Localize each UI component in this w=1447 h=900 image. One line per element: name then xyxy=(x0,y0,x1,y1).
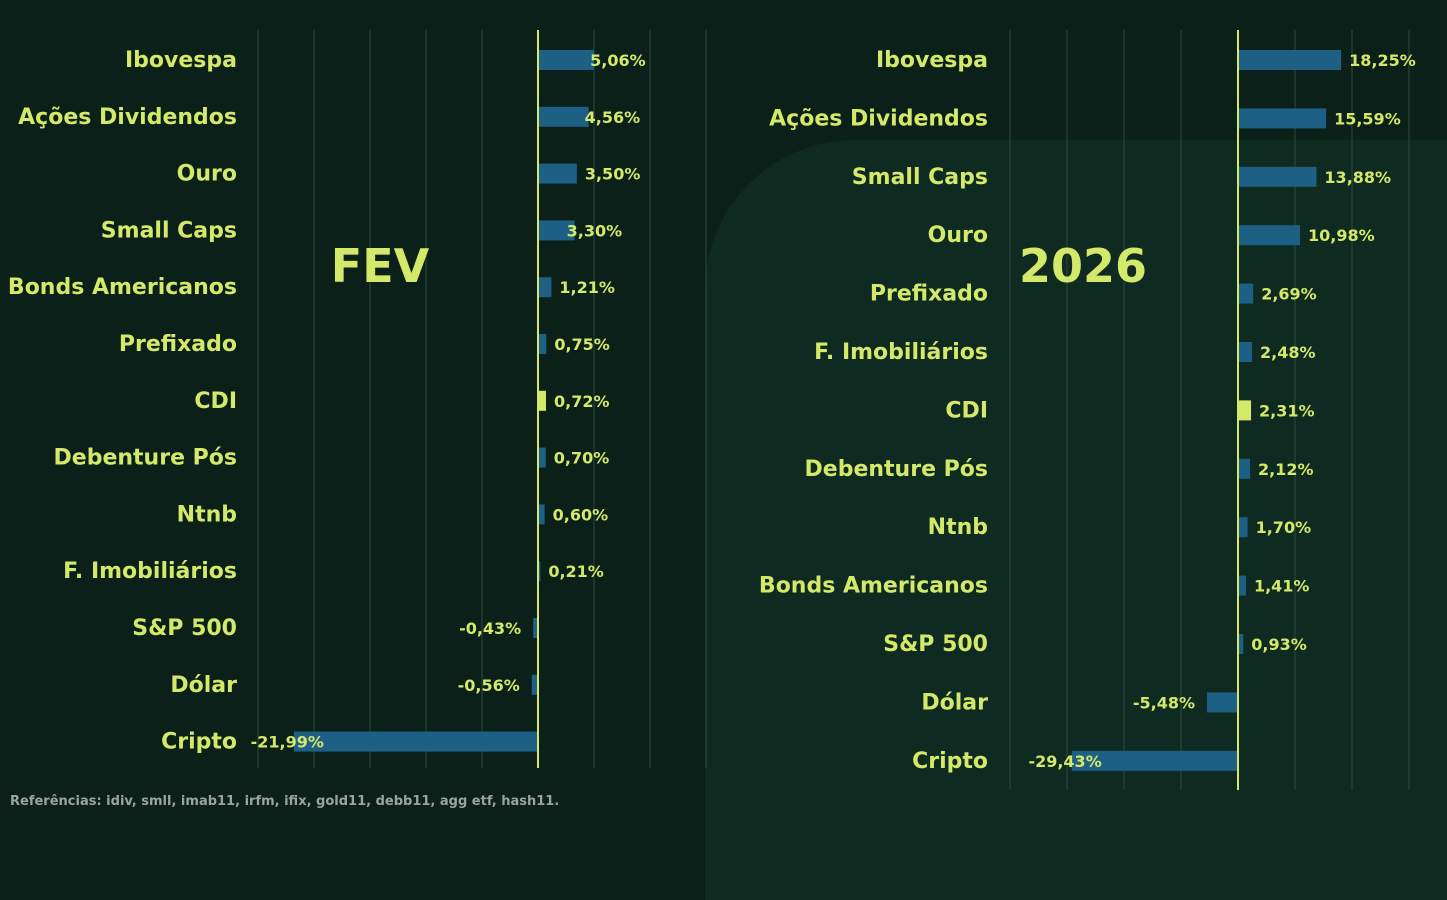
category-label: Ações Dividendos xyxy=(18,105,237,130)
bar xyxy=(1071,750,1238,771)
chart-title: 2026 xyxy=(1019,239,1147,293)
value-label: 3,50% xyxy=(585,165,641,184)
category-label: Dólar xyxy=(170,673,237,698)
charts-canvas: FEV Ibovespa 5,06% Ações Dividendos 4,56% Our… xyxy=(8,30,1416,790)
bar xyxy=(538,447,546,468)
value-label: 1,21% xyxy=(559,278,615,297)
value-label: 18,25% xyxy=(1349,51,1416,70)
value-label: 3,30% xyxy=(567,221,623,240)
category-label: Cripto xyxy=(161,730,237,755)
value-label: 1,70% xyxy=(1256,518,1312,537)
category-label: S&P 500 xyxy=(132,616,237,641)
bar xyxy=(293,731,538,752)
bar xyxy=(1238,225,1301,246)
value-label: 0,21% xyxy=(548,562,604,581)
value-label: 5,06% xyxy=(590,51,646,70)
bar xyxy=(1238,634,1244,654)
chart-panel-1: FEV Ibovespa 5,06% Ações Dividendos 4,56% Our… xyxy=(8,30,707,768)
bar xyxy=(538,277,552,298)
references-footnote: Referências: idiv, smll, imab11, irfm, i… xyxy=(10,794,560,809)
value-label: -29,43% xyxy=(1028,752,1101,771)
bar xyxy=(1238,108,1327,129)
background-shape xyxy=(705,140,1447,900)
bar xyxy=(538,334,547,354)
category-label: Ouro xyxy=(928,223,988,248)
value-label: 13,88% xyxy=(1324,168,1391,187)
chart-panel-2: 2026 Ibovespa 18,25% Ações Dividendos 15,59%… xyxy=(759,30,1416,790)
category-label: Debenture Pós xyxy=(805,457,988,482)
value-label: -5,48% xyxy=(1133,693,1195,712)
value-label: 0,72% xyxy=(554,392,610,411)
bar xyxy=(1238,400,1252,421)
bar xyxy=(538,106,589,127)
category-label: Ibovespa xyxy=(876,48,988,73)
category-label: CDI xyxy=(945,398,988,423)
value-label: 2,31% xyxy=(1259,401,1315,420)
bar xyxy=(538,163,577,184)
category-label: Bonds Americanos xyxy=(759,574,988,599)
bar xyxy=(1238,517,1248,538)
category-label: Prefixado xyxy=(119,332,237,357)
category-label: Debenture Pós xyxy=(54,446,237,471)
category-label: Ações Dividendos xyxy=(769,106,988,131)
bar xyxy=(1238,166,1317,187)
chart-title: FEV xyxy=(331,239,430,293)
category-label: Cripto xyxy=(912,749,988,774)
value-label: 2,12% xyxy=(1258,460,1314,479)
category-label: Small Caps xyxy=(101,218,237,243)
category-label: CDI xyxy=(194,389,237,414)
bar xyxy=(1238,575,1246,596)
category-label: Ntnb xyxy=(928,515,988,540)
category-label: F. Imobiliários xyxy=(814,340,988,365)
value-label: 0,60% xyxy=(553,505,609,524)
category-label: Ibovespa xyxy=(125,48,237,73)
bar xyxy=(533,618,538,638)
bar xyxy=(1238,458,1250,479)
value-label: 4,56% xyxy=(585,108,641,127)
bar xyxy=(538,561,541,582)
bar xyxy=(1238,50,1342,70)
value-label: 2,69% xyxy=(1261,285,1317,304)
category-label: Bonds Americanos xyxy=(8,275,237,300)
bar xyxy=(1207,692,1238,713)
category-label: Prefixado xyxy=(870,282,988,307)
category-label: F. Imobiliários xyxy=(63,559,237,584)
value-label: -21,99% xyxy=(251,733,324,752)
value-label: -0,56% xyxy=(458,676,520,695)
category-label: S&P 500 xyxy=(883,632,988,657)
value-label: 10,98% xyxy=(1308,226,1375,245)
category-label: Small Caps xyxy=(852,165,988,190)
bar xyxy=(538,220,575,241)
category-label: Ntnb xyxy=(177,502,237,527)
value-label: 0,75% xyxy=(554,335,610,354)
bar xyxy=(1238,342,1253,362)
category-label: Ouro xyxy=(177,162,237,187)
value-label: 0,70% xyxy=(554,449,610,468)
bar xyxy=(538,390,546,411)
bar xyxy=(538,50,595,70)
value-label: -0,43% xyxy=(459,619,521,638)
bar xyxy=(1238,283,1254,304)
bar xyxy=(538,504,545,525)
category-label: Dólar xyxy=(921,690,988,715)
value-label: 2,48% xyxy=(1260,343,1316,362)
bar xyxy=(531,674,538,695)
value-label: 0,93% xyxy=(1251,635,1307,654)
value-label: 15,59% xyxy=(1334,109,1401,128)
value-label: 1,41% xyxy=(1254,577,1310,596)
